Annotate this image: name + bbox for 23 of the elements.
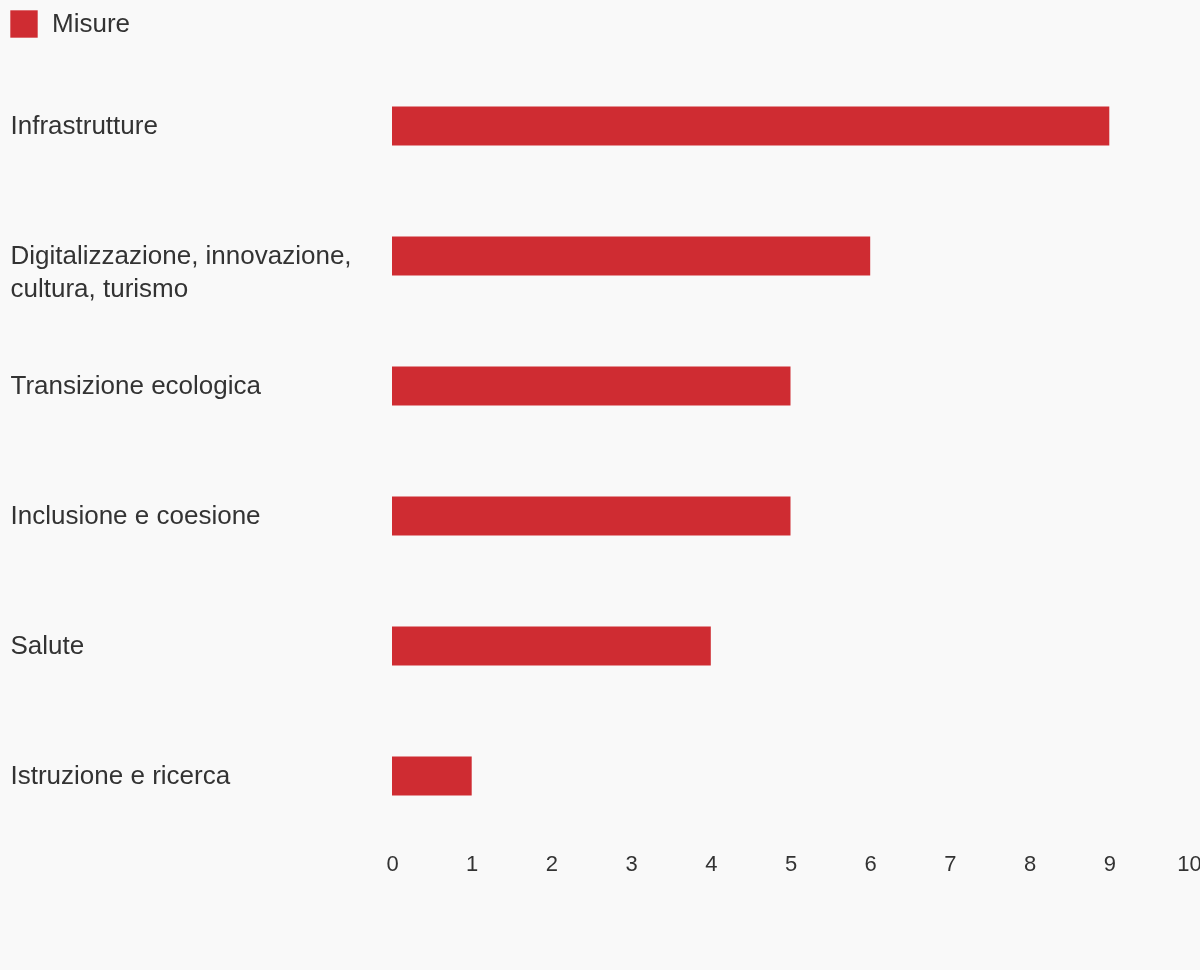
bar (392, 106, 1110, 146)
y-tick-label: Inclusione e coesione (10, 500, 261, 530)
bar (392, 236, 871, 276)
y-tick-label: Digitalizzazione, innovazione, cultura, turismo (10, 240, 352, 303)
y-tick-label: Infrastrutture (10, 110, 158, 140)
y-tick-label: Salute (10, 630, 85, 660)
y-tick-label: Istruzione e ricerca (10, 760, 231, 790)
x-tick-label: 1 (466, 850, 479, 876)
x-tick-label: 4 (705, 850, 718, 876)
bar (392, 626, 711, 666)
bar (392, 756, 472, 796)
x-tick-label: 0 (386, 850, 399, 876)
y-tick-label: Transizione ecologica (10, 370, 262, 400)
x-tick-label: 8 (1023, 850, 1037, 876)
x-tick-label: 9 (1103, 850, 1116, 876)
x-tick-label: 7 (944, 850, 957, 876)
x-tick-label: 5 (784, 850, 798, 876)
legend-label: Misure (52, 8, 131, 38)
x-tick-label: 3 (625, 850, 638, 876)
x-tick-label: 6 (864, 850, 877, 876)
x-tick-label: 2 (545, 850, 559, 876)
bar (392, 496, 791, 536)
bar (392, 366, 791, 406)
